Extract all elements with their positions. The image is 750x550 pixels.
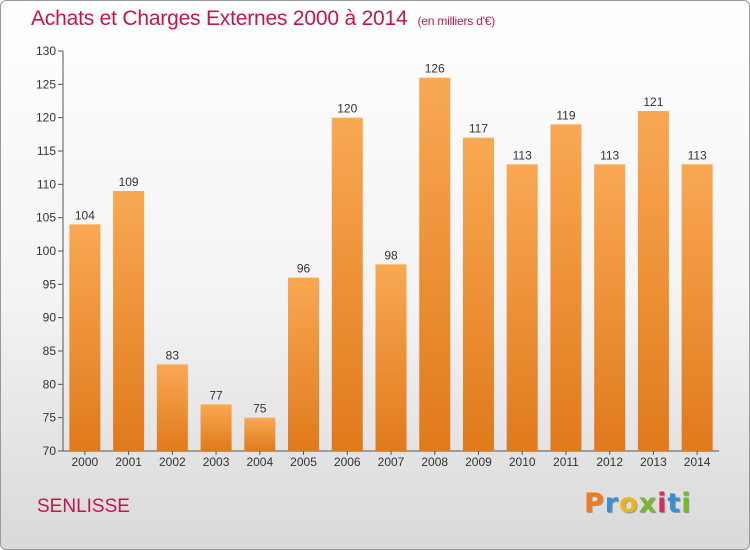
y-tick-label: 90 <box>43 311 57 325</box>
commune-label: SENLISSE <box>37 496 130 517</box>
proxiti-logo: Proxiti <box>584 488 692 519</box>
bar-value-label: 96 <box>297 262 311 276</box>
bar <box>113 191 145 451</box>
x-tick-label: 2002 <box>159 455 186 469</box>
x-tick-label: 2011 <box>553 455 579 469</box>
chart-title-text: Achats et Charges Externes 2000 à 2014 <box>31 7 408 30</box>
bar-value-label: 104 <box>75 208 95 222</box>
bar-value-labels: 104 109 83 77 75 96 120 98 126 117 113 119 113 121 113 <box>75 62 707 416</box>
y-tick-label: 85 <box>43 344 57 358</box>
x-tick-label: 2010 <box>509 455 536 469</box>
bar <box>69 224 101 451</box>
y-tick-label: 110 <box>37 177 56 191</box>
bar <box>681 164 713 452</box>
bar-value-label: 75 <box>253 402 267 416</box>
bar <box>419 77 451 452</box>
y-tick-label: 120 <box>36 111 56 125</box>
y-tick-label: 80 <box>43 377 57 391</box>
bar-value-label: 83 <box>166 348 180 362</box>
x-tick-label: 2005 <box>290 455 317 469</box>
y-tick-label: 125 <box>36 77 56 91</box>
x-tick-label: 2001 <box>115 455 142 469</box>
y-tick-label: 115 <box>37 144 56 158</box>
bar <box>200 404 232 451</box>
y-tick-label: 70 <box>43 444 57 458</box>
x-tick-label: 2004 <box>246 455 273 469</box>
x-tick-label: 2006 <box>334 455 361 469</box>
bar-value-label: 117 <box>469 122 488 136</box>
y-tick-label: 100 <box>36 244 56 258</box>
bar-value-label: 113 <box>600 148 619 162</box>
bars <box>69 77 713 452</box>
bar-value-label: 113 <box>513 148 532 162</box>
bar <box>594 164 626 452</box>
bar-value-label: 113 <box>688 148 707 162</box>
bar-value-label: 121 <box>643 95 663 109</box>
x-tick-label: 2013 <box>640 455 667 469</box>
bar <box>506 164 538 452</box>
y-tick-label: 95 <box>43 277 57 291</box>
bar-value-label: 126 <box>425 62 445 76</box>
y-tick-label: 105 <box>36 211 56 225</box>
x-tick-label: 2000 <box>72 455 99 469</box>
bar <box>637 111 669 451</box>
chart-subtitle: (en milliers d'€) <box>417 14 496 28</box>
y-tick-label: 75 <box>43 411 57 425</box>
x-tick-label: 2008 <box>421 455 448 469</box>
x-tick-label: 2012 <box>596 455 623 469</box>
bar <box>375 264 407 451</box>
bar-value-label: 77 <box>209 388 223 402</box>
bar-value-label: 120 <box>337 102 357 116</box>
x-tick-label: 2003 <box>203 455 230 469</box>
bar-value-label: 98 <box>384 248 398 262</box>
bar <box>288 277 320 451</box>
x-tick-label: 2007 <box>378 455 405 469</box>
bar <box>462 137 494 451</box>
bar <box>331 117 363 452</box>
bar <box>244 417 276 451</box>
y-tick-label: 130 <box>36 44 56 58</box>
bar <box>550 124 582 451</box>
bar-value-label: 119 <box>556 108 575 122</box>
x-tick-label: 2009 <box>465 455 492 469</box>
x-tick-label: 2014 <box>684 455 711 469</box>
chart-title: Achats et Charges Externes 2000 à 2014 (e… <box>31 7 495 31</box>
bar-value-label: 109 <box>119 175 139 189</box>
bar <box>156 364 188 451</box>
